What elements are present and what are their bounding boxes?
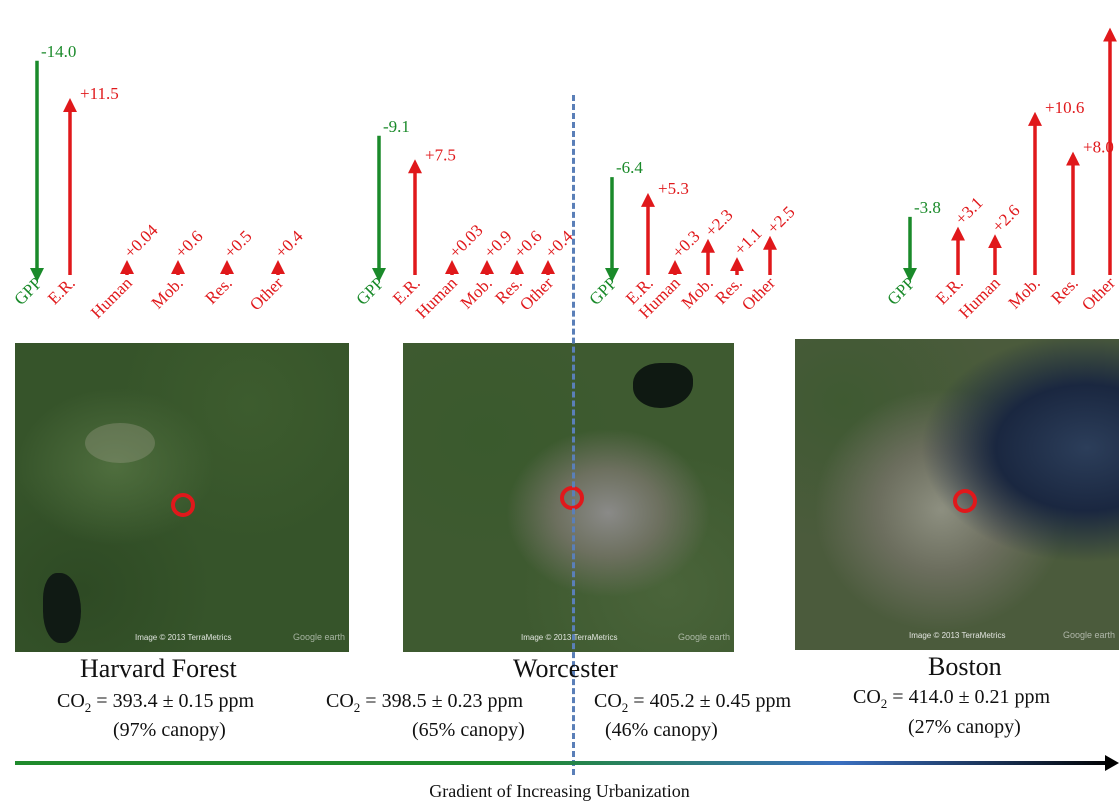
imagery-credit: Image © 2013 TerraMetrics — [521, 633, 618, 642]
urbanization-gradient-bar — [15, 761, 1115, 765]
flux-category-label: Mob. — [678, 273, 717, 312]
flux-category-label: E.R. — [44, 273, 79, 308]
town-shape — [85, 423, 155, 463]
site-name-worcester: Worcester — [513, 654, 618, 683]
co2-subscript: 2 — [621, 700, 629, 715]
flux-category-label: Mob. — [457, 273, 496, 312]
harvard-forest-satellite-image: Image © 2013 TerraMetrics Google earth — [15, 343, 349, 652]
flux-value-label: -14.0 — [41, 42, 76, 61]
flux-group-worcester-b: -6.4GPP+5.3E.R.+0.3Human+2.3Mob.+1.1Res.… — [585, 158, 798, 322]
flux-arrow-diagram: -14.0 GPP +11.5 E.R. +0.04 Human +0.6 Mob. +0.5 R… — [10, 27, 1119, 322]
worcester-satellite-image: Image © 2013 TerraMetrics Google earth — [403, 343, 734, 652]
flux-value-label: +7.5 — [425, 145, 456, 164]
co2-value: = 414.0 ± 0.21 ppm — [887, 686, 1051, 708]
flux-category-label: Other — [516, 273, 557, 314]
google-earth-watermark: Google earth — [1062, 630, 1115, 640]
flux-value-label: +11.5 — [80, 84, 119, 103]
imagery-credit: Image © 2013 TerraMetrics — [135, 633, 232, 642]
lake-shape — [43, 573, 81, 643]
co2-boston: CO2 = 414.0 ± 0.21 ppm — [853, 686, 1050, 712]
canopy-harvard: (97% canopy) — [113, 719, 226, 741]
flux-value-label: -3.8 — [914, 198, 941, 217]
flux-value-label: +2.6 — [988, 201, 1023, 236]
flux-group-harvard: -14.0 GPP +11.5 E.R. +0.04 Human +0.6 Mob. +0.5 R… — [10, 42, 307, 322]
site-name-boston: Boston — [928, 652, 1002, 681]
flux-value-label: +0.6 — [510, 227, 545, 262]
flux-category-label: GPP — [883, 273, 918, 308]
co2-subscript: 2 — [880, 696, 888, 711]
flux-value-label: +2.3 — [701, 205, 736, 240]
co2-subscript: 2 — [84, 700, 92, 715]
co2-subscript: 2 — [353, 700, 361, 715]
flux-category-label: Mob. — [1005, 273, 1044, 312]
co2-value: = 405.2 ± 0.45 ppm — [628, 690, 792, 712]
flux-value-label: +0.03 — [445, 221, 486, 262]
flux-category-label: Res. — [1047, 273, 1081, 307]
flux-value-label: +2.5 — [763, 202, 798, 237]
flux-category-label: Other — [1078, 273, 1119, 314]
flux-category-label: Other — [738, 273, 779, 314]
flux-category-label: Human — [955, 273, 1004, 322]
flux-value-label: +1.1 — [730, 224, 765, 259]
reservoir-shape — [633, 363, 693, 408]
flux-value-label: +5.3 — [658, 179, 689, 198]
flux-category-label: GPP — [352, 273, 387, 308]
flux-value-label: +0.4 — [271, 226, 307, 262]
flux-value-label: +3.1 — [951, 193, 986, 228]
co2-worcester-right: CO2 = 405.2 ± 0.45 ppm — [594, 690, 791, 716]
co2-harvard: CO2 = 393.4 ± 0.15 ppm — [57, 690, 254, 716]
google-earth-watermark: Google earth — [292, 632, 345, 642]
worcester-divider-line — [572, 95, 575, 775]
tower-location-marker — [953, 489, 977, 513]
google-earth-watermark: Google earth — [677, 632, 730, 642]
co2-value: = 393.4 ± 0.15 ppm — [91, 690, 255, 712]
co2-value: = 398.5 ± 0.23 ppm — [360, 690, 524, 712]
boston-satellite-image: Image © 2013 TerraMetrics Google earth — [795, 339, 1119, 650]
flux-value-label: +8.0 — [1083, 138, 1114, 157]
flux-value-label: +0.04 — [120, 220, 162, 262]
flux-value-label: +0.6 — [171, 227, 206, 262]
flux-value-label: +0.5 — [220, 227, 255, 262]
site-name-harvard: Harvard Forest — [80, 654, 237, 683]
flux-category-label: Human — [87, 273, 136, 322]
flux-value-label: -6.4 — [616, 158, 643, 177]
gradient-arrowhead-icon — [1105, 755, 1119, 771]
flux-category-label: Human — [412, 273, 461, 322]
tower-location-marker — [171, 493, 195, 517]
flux-category-label: Mob. — [148, 273, 187, 312]
co2-symbol: CO — [853, 686, 881, 708]
flux-group-boston: -3.8GPP+3.1E.R.+2.6Human+10.6Mob.+8.0Res… — [883, 27, 1119, 322]
co2-worcester-left: CO2 = 398.5 ± 0.23 ppm — [326, 690, 523, 716]
canopy-worcester-left: (65% canopy) — [412, 719, 525, 741]
flux-category-label: GPP — [585, 273, 620, 308]
co2-symbol: CO — [57, 690, 85, 712]
flux-value-label: +0.3 — [668, 227, 703, 262]
flux-group-worcester-a: -9.1GPP+7.5E.R.+0.03Human+0.9Mob.+0.6Res… — [352, 117, 577, 322]
flux-category-label: GPP — [10, 273, 45, 308]
flux-value-label: +10.6 — [1045, 98, 1084, 117]
gradient-label: Gradient of Increasing Urbanization — [429, 781, 690, 801]
co2-symbol: CO — [594, 690, 622, 712]
flux-value-label: -9.1 — [383, 117, 410, 136]
imagery-credit: Image © 2013 TerraMetrics — [909, 631, 1006, 640]
canopy-boston: (27% canopy) — [908, 716, 1021, 738]
co2-symbol: CO — [326, 690, 354, 712]
flux-category-label: Other — [246, 273, 287, 314]
canopy-worcester-right: (46% canopy) — [605, 719, 718, 741]
flux-value-label: +0.9 — [480, 227, 515, 262]
flux-category-label: Res. — [201, 273, 235, 307]
